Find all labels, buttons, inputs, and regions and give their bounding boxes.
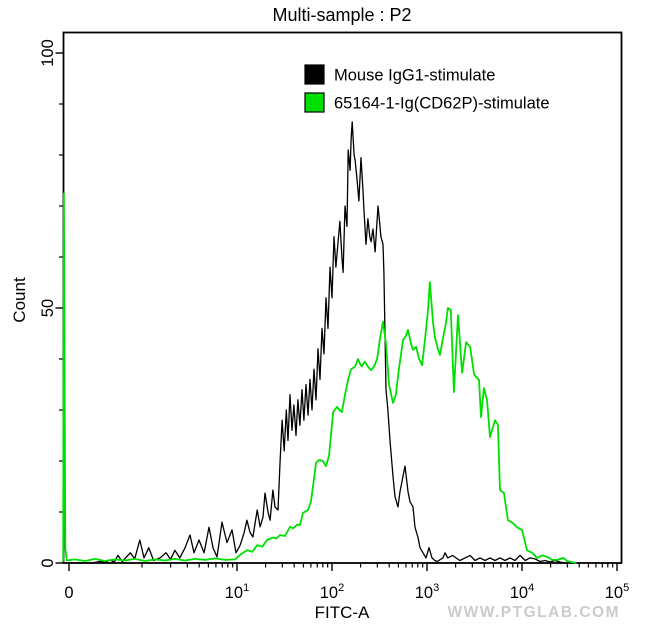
x-axis-tick-labels: 0 101 102 103 104 105 xyxy=(64,582,629,602)
x-tick-label: 105 xyxy=(605,582,629,602)
x-tick-label: 104 xyxy=(510,582,534,602)
x-axis-ticks xyxy=(68,563,618,571)
histogram-igg1 xyxy=(63,121,566,564)
x-tick-label: 101 xyxy=(225,582,249,602)
y-axis-tick-labels: 0 50 100 xyxy=(39,39,57,567)
y-axis-title: Count xyxy=(10,277,29,323)
legend-label-igg1: Mouse IgG1-stimulate xyxy=(334,67,495,85)
chart-title: Multi-sample : P2 xyxy=(272,5,411,25)
watermark: WWW.PTGLAB.COM xyxy=(447,604,620,621)
legend-swatch-cd62p xyxy=(304,92,325,113)
x-axis-title: FITC-A xyxy=(315,603,370,622)
x-tick-label: 0 xyxy=(64,584,73,602)
legend: Mouse IgG1-stimulate 65164-1-Ig(CD62P)-s… xyxy=(304,64,550,113)
y-tick-label: 0 xyxy=(39,558,57,567)
legend-label-cd62p: 65164-1-Ig(CD62P)-stimulate xyxy=(334,95,550,113)
y-tick-label: 100 xyxy=(39,39,57,67)
x-tick-label: 102 xyxy=(320,582,344,602)
legend-swatch-igg1 xyxy=(304,64,325,85)
histogram-curves xyxy=(62,121,577,564)
x-tick-label: 103 xyxy=(415,582,439,602)
histogram-cd62p xyxy=(62,192,577,564)
y-tick-label: 50 xyxy=(39,299,57,317)
